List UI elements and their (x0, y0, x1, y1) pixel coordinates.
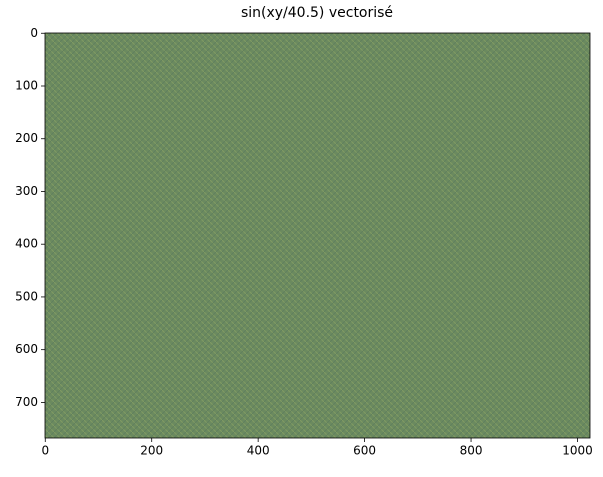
y-tick-label: 700 (15, 395, 38, 409)
y-tick-label: 600 (15, 342, 38, 356)
x-tick-label: 600 (353, 444, 376, 458)
y-tick-label: 400 (15, 237, 38, 251)
x-tick-label: 1000 (562, 444, 593, 458)
x-tick-label: 200 (140, 444, 163, 458)
x-tick-label: 0 (41, 444, 49, 458)
y-tick-label: 200 (15, 131, 38, 145)
y-tick-label: 300 (15, 184, 38, 198)
image (45, 33, 590, 438)
x-tick-label: 400 (247, 444, 270, 458)
x-tick-label: 800 (460, 444, 483, 458)
axes-frame (44, 32, 591, 439)
chart-title: sin(xy/40.5) vectorisé (241, 5, 393, 21)
y-tick-label: 100 (15, 78, 38, 92)
y-tick-label: 0 (30, 26, 38, 40)
y-tick-label: 500 (15, 289, 38, 303)
